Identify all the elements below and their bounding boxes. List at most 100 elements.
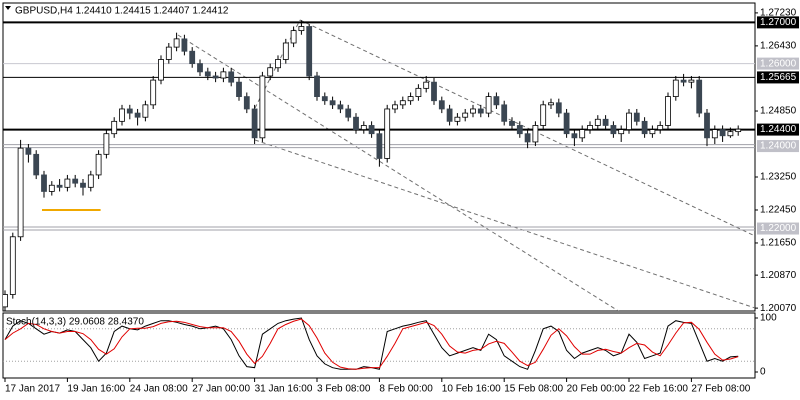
x-tick-label: 20 Feb 00:00	[567, 384, 626, 395]
candle-body	[454, 116, 461, 122]
candle-body	[48, 184, 55, 192]
candle-body	[555, 102, 562, 114]
candle-body	[243, 96, 250, 110]
candle-body	[594, 118, 601, 126]
x-tick-label: 17 Jan 2017	[5, 384, 60, 395]
candle-body	[197, 63, 203, 73]
trendline	[254, 139, 755, 309]
level-label: 1.27000	[760, 17, 797, 28]
candle-body	[516, 125, 523, 135]
candle-body	[3, 294, 8, 308]
candle-body	[399, 100, 406, 106]
candle-body	[306, 26, 313, 77]
y-tick-label: 1.24850	[760, 106, 797, 117]
candle-body	[126, 108, 133, 114]
y-tick-label: 1.20870	[760, 270, 797, 281]
candle-body	[626, 112, 632, 130]
candle-body	[587, 125, 593, 130]
stoch-line	[4, 318, 739, 370]
candle-body	[509, 120, 515, 126]
x-tick-label: 27 Jan 00:00	[192, 384, 250, 395]
candle-body	[735, 128, 742, 133]
candle-body	[275, 59, 281, 69]
y-tick-label: 1.23250	[760, 172, 797, 183]
trendline	[177, 34, 620, 311]
candle-body	[431, 81, 437, 102]
x-tick-label: 22 Feb 16:00	[629, 384, 688, 395]
candle-body	[462, 112, 469, 118]
candle-body	[282, 42, 289, 60]
candle-body	[314, 75, 320, 97]
candle-body	[189, 50, 196, 65]
candle-body	[407, 96, 414, 102]
candle-body	[657, 125, 664, 130]
candle-body	[470, 108, 476, 114]
candle-body	[633, 112, 640, 122]
candle-body	[329, 100, 336, 106]
candle-body	[704, 112, 710, 139]
candle-body	[641, 120, 648, 135]
level-label: 1.25665	[760, 72, 797, 83]
candle-body	[353, 116, 359, 130]
candle-body	[602, 118, 609, 126]
y-tick-label: 1.27230	[760, 8, 797, 19]
x-tick-label: 8 Feb 00:00	[379, 384, 433, 395]
candle-body	[321, 96, 328, 102]
candle-body	[103, 133, 110, 155]
x-tick-label: 27 Feb 08:00	[691, 384, 750, 395]
candle-body	[415, 87, 422, 97]
candle-body	[548, 102, 554, 106]
candle-body	[119, 108, 125, 122]
candle-body	[711, 129, 718, 139]
candle-body	[571, 133, 578, 139]
x-tick-label: 31 Jan 16:00	[255, 384, 313, 395]
y-tick-label: 0	[760, 367, 766, 378]
candle-body	[680, 79, 687, 83]
candle-body	[579, 129, 586, 139]
candle-body	[345, 108, 352, 118]
indicator-panel	[2, 312, 756, 379]
candle-body	[727, 131, 734, 137]
y-tick-label: 1.22450	[760, 205, 797, 216]
candle-body	[532, 125, 539, 143]
candle-body	[719, 129, 726, 137]
candle-body	[423, 81, 430, 89]
candle-body	[228, 71, 235, 83]
candle-body	[563, 112, 570, 135]
candle-body	[501, 104, 508, 122]
indicator-plot	[3, 317, 755, 370]
candle-body	[524, 133, 531, 143]
candle-body	[298, 26, 305, 32]
level-label-box	[757, 123, 799, 136]
candle-body	[485, 96, 492, 114]
candle-body	[477, 108, 484, 114]
x-tick-label: 24 Jan 08:00	[130, 384, 188, 395]
candle-body	[87, 174, 94, 188]
main-plot	[3, 19, 755, 311]
candle-body	[259, 75, 266, 139]
candle-body	[41, 174, 47, 192]
candle-body	[17, 147, 24, 238]
candle-body	[290, 30, 297, 44]
y-tick-label: 1.21650	[760, 238, 797, 249]
y-tick-label: 100	[760, 313, 777, 324]
candle-body	[665, 96, 671, 126]
candle-body	[181, 38, 188, 52]
candle-body	[204, 71, 211, 77]
candle-body	[111, 120, 118, 135]
level-label: 1.24400	[760, 124, 797, 135]
x-tick-label: 19 Jan 16:00	[67, 384, 125, 395]
candle-body	[142, 104, 149, 118]
candle-body	[384, 108, 391, 159]
candle-body	[165, 46, 172, 60]
candle-body	[672, 79, 679, 97]
candle-body	[25, 147, 32, 155]
candle-body	[610, 125, 617, 135]
candle-body	[368, 125, 375, 135]
candle-body	[337, 104, 344, 110]
candle-body	[56, 184, 63, 188]
level-label: 1.26000	[760, 58, 797, 69]
chart-title: GBPUSD,H4 1.24410 1.24415 1.24407 1.2441…	[15, 6, 229, 17]
candle-body	[438, 100, 445, 110]
level-label-box	[757, 57, 799, 70]
